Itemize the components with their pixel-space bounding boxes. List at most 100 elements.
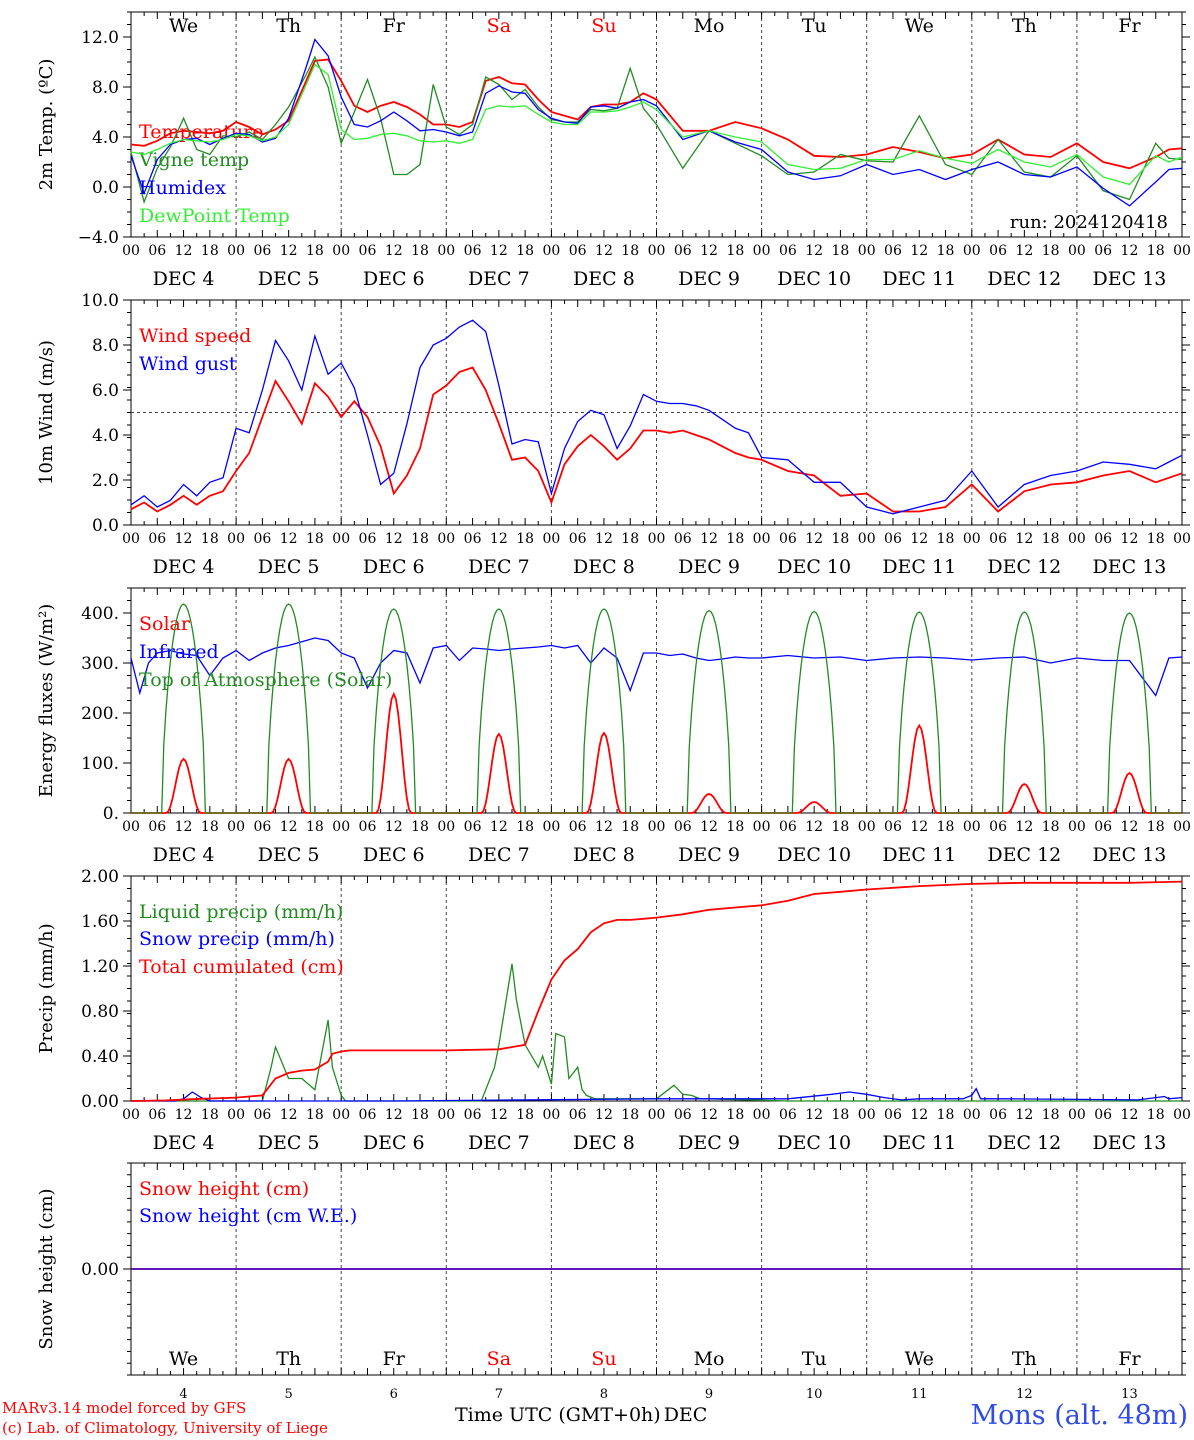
date-label: DEC 6: [363, 1132, 425, 1154]
hour-label: 12: [385, 819, 403, 835]
hour-label: 06: [464, 531, 482, 547]
hour-label: 00: [437, 1107, 455, 1123]
hour-label: 18: [306, 531, 324, 547]
run-annotation: run: 2024120418: [1010, 212, 1168, 233]
hour-label: 18: [726, 1107, 744, 1123]
hour-label: 00: [122, 243, 140, 259]
hour-label: 12: [700, 819, 718, 835]
y-tick-label: 8.0: [92, 336, 119, 356]
y-axis-label: 10m Wind (m/s): [36, 340, 57, 485]
y-tick-label: 0.0: [92, 516, 119, 536]
hour-label: 00: [332, 243, 350, 259]
day-number-label: 12: [1016, 1387, 1033, 1402]
location-label: Mons (alt. 48m): [970, 1400, 1188, 1431]
legend-entry: Snow precip (mm/h): [139, 928, 335, 950]
weekday-label: We: [169, 1348, 198, 1370]
hour-label: 00: [1068, 531, 1086, 547]
hour-label: 00: [122, 819, 140, 835]
hour-label: 06: [1094, 243, 1112, 259]
y-tick-label: 100.: [81, 754, 119, 774]
date-label: DEC 11: [882, 556, 956, 578]
hour-label: 06: [1094, 819, 1112, 835]
hour-label: 06: [253, 819, 271, 835]
date-label: DEC 11: [882, 1132, 956, 1154]
hour-label: 12: [805, 819, 823, 835]
legend-entry: Infrared: [139, 641, 219, 663]
weekday-label: Fr: [1118, 1348, 1141, 1370]
hour-label: 12: [280, 819, 298, 835]
hour-label: 00: [963, 819, 981, 835]
series-line: [130, 637, 1183, 697]
hour-label: 06: [989, 531, 1007, 547]
day-number-label: 8: [600, 1387, 608, 1402]
date-label: DEC 8: [573, 1132, 635, 1154]
hour-label: 18: [832, 531, 850, 547]
hour-label: 00: [648, 819, 666, 835]
date-label: DEC 8: [573, 268, 635, 290]
y-tick-label: 300.: [81, 654, 119, 674]
y-axis-label: Snow height (cm): [36, 1188, 57, 1349]
hour-label: 06: [674, 1107, 692, 1123]
legend-entry: Snow height (cm W.E.): [139, 1205, 357, 1227]
legend-entry: Solar: [139, 613, 191, 635]
hour-label: 12: [1121, 819, 1139, 835]
hour-label: 00: [542, 819, 560, 835]
hour-label: 06: [253, 243, 271, 259]
y-tick-label: 6.0: [92, 381, 119, 401]
hour-label: 06: [253, 1107, 271, 1123]
plot-frame: [130, 587, 1183, 814]
y-tick-label: −4.0: [78, 228, 119, 248]
hour-label: 18: [621, 819, 639, 835]
hour-label: 12: [1015, 531, 1033, 547]
hour-label: 00: [122, 531, 140, 547]
date-label: DEC 4: [153, 556, 215, 578]
hour-label: 12: [700, 531, 718, 547]
date-label: DEC 12: [987, 844, 1061, 866]
y-tick-label: 1.20: [81, 957, 119, 977]
hour-label: 18: [1147, 531, 1165, 547]
hour-label: 18: [411, 243, 429, 259]
date-label: DEC 12: [987, 1132, 1061, 1154]
date-label: DEC 4: [153, 844, 215, 866]
hour-label: 18: [621, 1107, 639, 1123]
hour-label: 06: [359, 531, 377, 547]
day-number-label: 13: [1121, 1387, 1138, 1402]
y-tick-label: 12.0: [81, 28, 119, 48]
hour-label: 12: [700, 243, 718, 259]
lab-credit: (c) Lab. of Climatology, University of L…: [2, 1419, 328, 1437]
hour-label: 06: [884, 819, 902, 835]
date-label: DEC 7: [468, 556, 530, 578]
hour-label: 06: [674, 243, 692, 259]
series-line: [130, 63, 1183, 186]
hour-label: 18: [306, 243, 324, 259]
hour-label: 12: [490, 531, 508, 547]
date-label: DEC 9: [678, 268, 740, 290]
hour-label: 12: [175, 819, 193, 835]
date-label: DEC 7: [468, 268, 530, 290]
hour-label: 00: [542, 243, 560, 259]
hour-label: 00: [1173, 243, 1191, 259]
hour-label: 00: [648, 243, 666, 259]
hour-label: 18: [832, 819, 850, 835]
hour-label: 18: [306, 1107, 324, 1123]
y-tick-label: 0.00: [81, 1092, 119, 1112]
y-tick-label: 0.80: [81, 1002, 119, 1022]
hour-label: 06: [359, 1107, 377, 1123]
hour-label: 00: [963, 1107, 981, 1123]
hour-label: 12: [490, 819, 508, 835]
weekday-label: Fr: [383, 1348, 406, 1370]
hour-label: 00: [542, 531, 560, 547]
hour-label: 00: [648, 1107, 666, 1123]
date-label: DEC 7: [468, 844, 530, 866]
y-tick-label: 8.0: [92, 78, 119, 98]
hour-label: 06: [569, 1107, 587, 1123]
hour-label: 06: [884, 531, 902, 547]
hour-label: 18: [201, 1107, 219, 1123]
weekday-label: Mo: [694, 1348, 725, 1370]
legend-entry: Top of Atmosphere (Solar): [139, 669, 392, 691]
hour-label: 18: [726, 819, 744, 835]
hour-label: 06: [359, 243, 377, 259]
legend-entry: DewPoint Temp: [139, 205, 290, 227]
date-label: DEC 6: [363, 844, 425, 866]
